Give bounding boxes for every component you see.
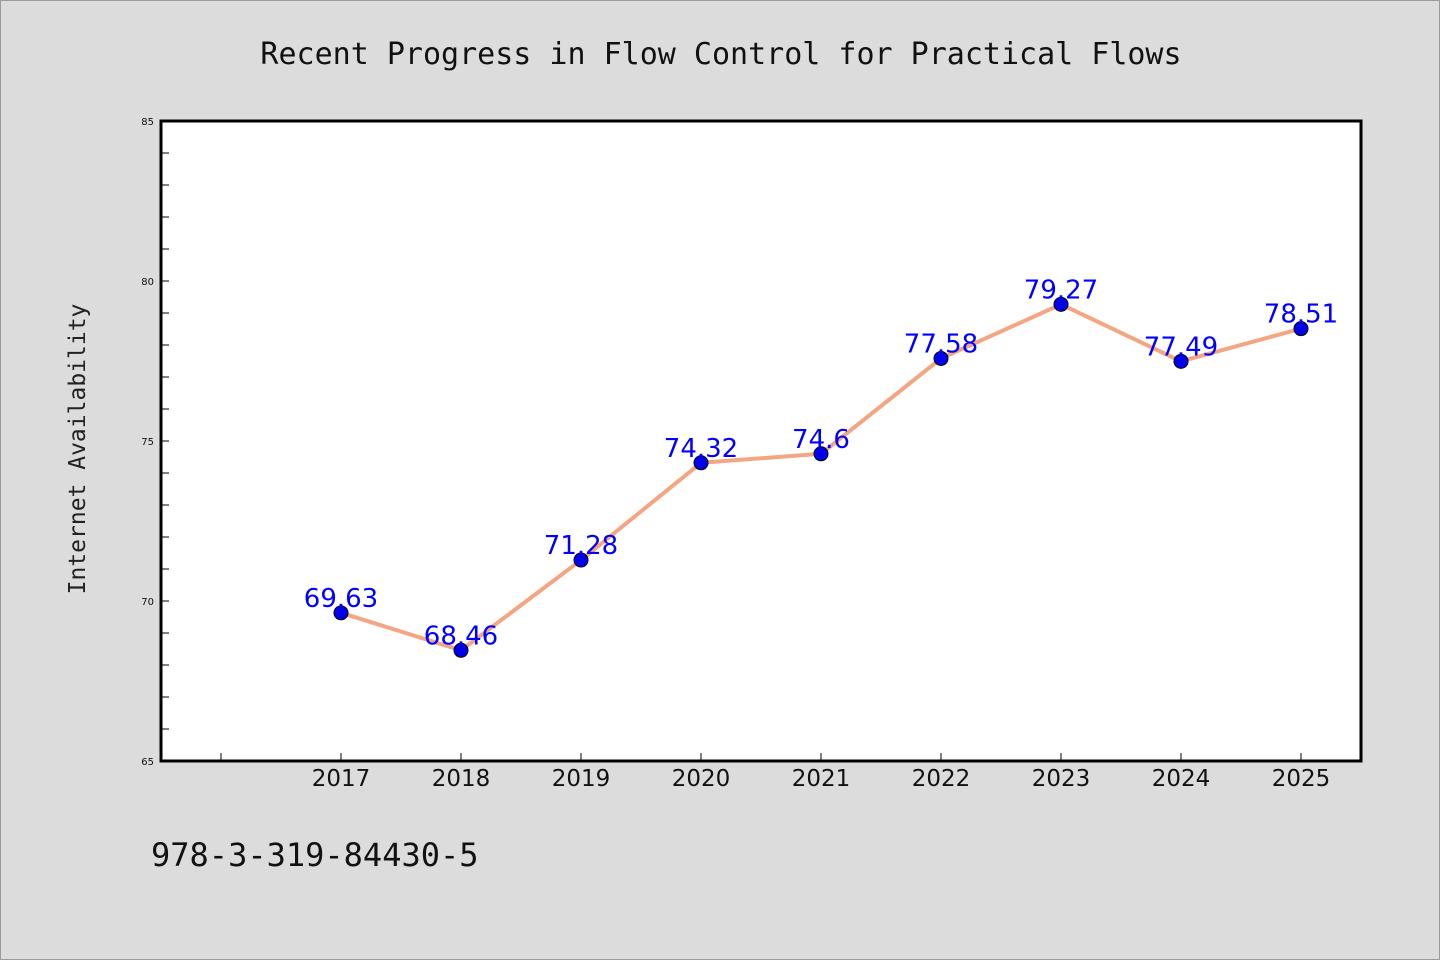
data-label: 71.28	[544, 531, 618, 561]
x-tick-label: 2024	[1152, 766, 1211, 792]
y-tick-label: 75	[141, 437, 154, 448]
x-axis: 2017 2018 2019 2020 2021 2022 2023 2024 2025	[220, 753, 1331, 792]
data-labels: 69.63 68.46 71.28 74.32 74.6 77.58 79.27 77.49 7…	[304, 275, 1338, 651]
data-point	[1173, 353, 1189, 369]
data-point	[933, 350, 949, 366]
data-label: 78.51	[1264, 300, 1338, 330]
y-axis-label: Internet Availability	[65, 304, 91, 595]
x-tick-label: 2018	[432, 766, 491, 792]
data-point	[693, 455, 709, 471]
plot-area	[161, 121, 1361, 761]
data-point	[453, 642, 469, 658]
x-tick-label: 2019	[552, 766, 611, 792]
x-tick-label: 2025	[1272, 766, 1331, 792]
x-tick-label: 2021	[792, 766, 851, 792]
y-tick-label: 70	[141, 597, 154, 608]
data-label: 74.6	[792, 425, 850, 455]
data-point	[1293, 321, 1309, 337]
data-point	[573, 552, 589, 568]
x-tick-label: 2022	[912, 766, 971, 792]
data-point	[813, 446, 829, 462]
x-tick-label: 2020	[672, 766, 731, 792]
data-label: 79.27	[1024, 275, 1098, 305]
data-markers	[333, 296, 1309, 658]
x-tick-label: 2023	[1032, 766, 1091, 792]
y-tick-label: 65	[141, 757, 154, 768]
data-label: 77.58	[904, 329, 978, 359]
chart-title: Recent Progress in Flow Control for Prac…	[260, 37, 1181, 72]
x-tick-label: 2017	[312, 766, 371, 792]
footer-isbn: 978-3-319-84430-5	[151, 836, 479, 874]
data-label: 69.63	[304, 584, 378, 614]
plot-border	[159, 119, 1363, 763]
data-label: 77.49	[1144, 332, 1218, 362]
data-label: 68.46	[424, 621, 498, 651]
data-point	[333, 605, 349, 621]
y-tick-label: 80	[141, 277, 154, 288]
data-point	[1053, 296, 1069, 312]
data-label: 74.32	[664, 434, 738, 464]
y-tick-label: 85	[141, 117, 154, 128]
